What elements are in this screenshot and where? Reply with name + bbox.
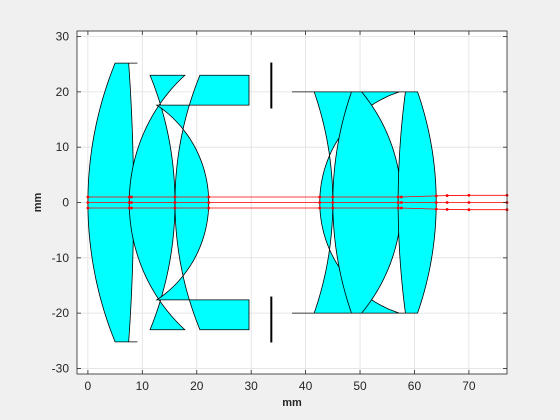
y-tick-label: -10: [52, 251, 70, 265]
ray-point: [173, 206, 177, 210]
ray-point: [207, 195, 211, 199]
ray-point: [434, 207, 438, 211]
ray-point: [467, 208, 471, 212]
ray-point: [127, 201, 131, 204]
x-tick-label: 40: [299, 379, 313, 393]
ray-point: [445, 201, 449, 204]
ray-point: [331, 195, 335, 199]
ray-point: [331, 201, 335, 204]
x-tick-label: 30: [244, 379, 258, 393]
ray-point: [445, 208, 449, 211]
ray-point: [434, 194, 438, 198]
ray-point: [467, 193, 471, 197]
ray-point: [396, 201, 400, 204]
ray-point: [318, 206, 322, 210]
ray-point: [127, 206, 131, 210]
ray-point: [207, 201, 211, 204]
ray-point: [400, 195, 403, 199]
ray-point: [127, 195, 131, 199]
ray-point: [130, 195, 133, 199]
x-tick-label: 10: [136, 379, 150, 393]
ray-point: [130, 206, 133, 210]
ray-point: [86, 195, 90, 199]
y-tick-label: 20: [56, 85, 70, 99]
ray-point: [467, 201, 471, 204]
ray-point: [86, 201, 90, 204]
ray-point: [396, 206, 400, 210]
ray-point: [434, 201, 438, 204]
x-tick-label: 20: [190, 379, 204, 393]
y-tick-label: 0: [62, 196, 69, 210]
ray-point: [400, 201, 403, 204]
ray-point: [130, 201, 133, 204]
rays: [86, 193, 509, 212]
ray-point: [396, 195, 400, 199]
y-tick-label: -30: [52, 361, 70, 375]
x-tick-label: 50: [353, 379, 367, 393]
x-tick-label: 70: [462, 379, 476, 393]
ticks: 0 10 20 30 40 50 60 70 -30 -20 -10 0 10 20 30: [52, 30, 507, 393]
y-tick-label: -20: [52, 306, 70, 320]
ray-point: [318, 195, 322, 199]
y-tick-label: 10: [56, 140, 70, 154]
ray-point: [173, 201, 177, 204]
ray-point: [318, 201, 322, 204]
ray-point: [400, 206, 403, 210]
element-4: [292, 91, 400, 314]
x-tick-label: 60: [408, 379, 422, 393]
ray-point: [86, 206, 90, 210]
ray-point: [331, 206, 335, 210]
x-axis-label: mm: [282, 397, 302, 409]
ray-point: [445, 194, 449, 197]
ray-point: [173, 195, 177, 199]
ray-point: [207, 206, 211, 210]
y-tick-label: 30: [56, 30, 70, 44]
x-tick-label: 0: [85, 379, 92, 393]
y-axis-label: mm: [32, 193, 44, 213]
